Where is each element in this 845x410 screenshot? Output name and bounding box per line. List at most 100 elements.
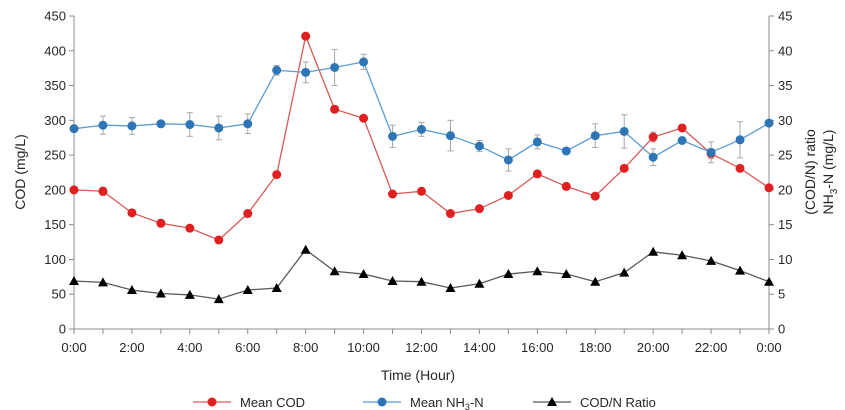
data-point xyxy=(243,119,253,129)
x-tick-label: 14:00 xyxy=(463,340,496,355)
y-right-tick-label: 30 xyxy=(778,113,792,128)
data-point xyxy=(648,246,659,256)
y-left-tick-label: 350 xyxy=(44,78,66,93)
data-point xyxy=(590,131,600,141)
data-point xyxy=(69,185,79,195)
data-point xyxy=(242,285,253,295)
x-tick-label: 6:00 xyxy=(235,340,260,355)
y-right-tick-label: 25 xyxy=(778,148,792,163)
x-tick-label: 4:00 xyxy=(177,340,202,355)
data-point xyxy=(156,119,166,129)
data-point xyxy=(330,62,340,72)
data-point xyxy=(184,289,195,299)
data-point xyxy=(359,113,369,123)
data-point xyxy=(648,152,658,162)
data-point xyxy=(330,104,340,114)
data-point xyxy=(445,209,455,219)
y-right-axis-title: (COD/N) ratio NH3-N (mg/L) xyxy=(802,129,840,215)
y-left-tick-label: 200 xyxy=(44,182,66,197)
data-point xyxy=(677,123,687,133)
data-point xyxy=(648,132,658,142)
tick-labels: 0 50 100 150 200 250 300 350 400 450 0 5 10 15 20 25 30 3… xyxy=(44,9,792,356)
y-right-tick-label: 5 xyxy=(778,287,785,302)
legend-label-mean-nh3-n: Mean NH3-N xyxy=(410,395,484,410)
data-point xyxy=(677,250,688,260)
y-right-tick-label: 15 xyxy=(778,217,792,232)
y-left-tick-label: 250 xyxy=(44,148,66,163)
y-left-tick-label: 450 xyxy=(44,9,66,24)
x-tick-label: 0:00 xyxy=(756,340,781,355)
data-point xyxy=(417,124,426,134)
x-tick-label: 10:00 xyxy=(347,340,380,355)
data-point xyxy=(185,120,195,130)
data-point xyxy=(213,294,224,304)
data-point xyxy=(735,265,746,275)
series-line xyxy=(73,248,770,300)
data-point xyxy=(243,209,253,219)
data-point xyxy=(97,277,108,287)
data-point xyxy=(677,136,687,146)
series-line xyxy=(73,33,770,241)
series-layer xyxy=(69,31,774,304)
data-point xyxy=(387,276,398,286)
legend: Mean COD Mean NH3-N COD/N Ratio xyxy=(193,395,656,410)
data-point xyxy=(214,235,224,245)
data-point xyxy=(214,123,224,133)
y-left-axis-title: COD (mg/L) xyxy=(12,134,28,209)
y-left-tick-label: 400 xyxy=(44,43,66,58)
data-point xyxy=(619,163,629,173)
y-right-tick-label: 20 xyxy=(778,182,792,197)
series-mean-cod xyxy=(69,31,774,245)
y-right-tick-label: 0 xyxy=(778,322,785,337)
x-tick-label: 12:00 xyxy=(405,340,438,355)
legend-item-cod-n-ratio: COD/N Ratio xyxy=(533,395,656,410)
data-point xyxy=(764,118,774,128)
legend-label-cod-n-ratio: COD/N Ratio xyxy=(580,395,656,410)
data-point xyxy=(474,141,484,151)
data-point xyxy=(359,57,369,67)
data-point xyxy=(561,181,571,191)
y-right-title-line2: NH3-N (mg/L) xyxy=(820,130,840,215)
data-point xyxy=(706,147,716,157)
y-left-tick-label: 300 xyxy=(44,113,66,128)
legend-item-mean-cod: Mean COD xyxy=(193,395,305,410)
data-point xyxy=(619,126,629,136)
legend-marker-mean-cod xyxy=(207,397,217,407)
data-point xyxy=(301,67,311,77)
data-point xyxy=(706,255,717,265)
y-right-tick-label: 10 xyxy=(778,252,792,267)
y-right-tick-label: 35 xyxy=(778,78,792,93)
data-point xyxy=(388,131,398,141)
data-point xyxy=(69,276,79,286)
data-point xyxy=(272,65,282,75)
data-point xyxy=(735,135,745,145)
data-point xyxy=(417,186,426,196)
data-point xyxy=(619,267,630,277)
data-point xyxy=(445,131,455,141)
data-point xyxy=(272,170,282,180)
y-right-title-line1: (COD/N) ratio xyxy=(802,129,818,215)
data-point xyxy=(590,191,600,201)
data-point xyxy=(126,285,137,295)
data-point xyxy=(532,137,542,147)
x-tick-label: 2:00 xyxy=(119,340,144,355)
data-point xyxy=(185,223,195,233)
data-point xyxy=(301,31,311,41)
data-point xyxy=(98,186,108,196)
axes xyxy=(69,15,774,334)
data-point xyxy=(764,183,774,193)
data-point xyxy=(503,269,514,279)
data-point xyxy=(155,288,166,298)
x-tick-label: 0:00 xyxy=(61,340,86,355)
data-point xyxy=(300,244,311,254)
series-mean-nh3-n xyxy=(69,48,774,172)
data-point xyxy=(503,155,513,165)
x-tick-label: 16:00 xyxy=(521,340,554,355)
data-point xyxy=(503,190,513,200)
x-axis-title: Time (Hour) xyxy=(381,367,455,383)
data-point xyxy=(358,269,369,279)
data-point xyxy=(561,269,572,279)
data-point xyxy=(271,282,282,292)
data-point xyxy=(735,163,745,173)
